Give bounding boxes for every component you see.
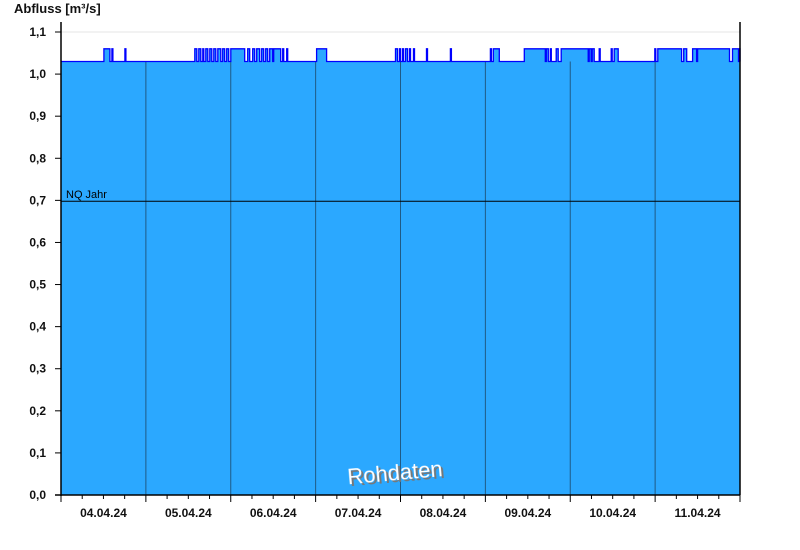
- y-tick-label: 0,9: [29, 109, 46, 123]
- y-tick-label: 0,5: [29, 278, 46, 292]
- y-tick-label: 0,4: [29, 320, 46, 334]
- y-axis-title: Abfluss [m³/s]: [14, 1, 101, 16]
- reference-line-label: NQ Jahr: [66, 189, 107, 201]
- series-line: [61, 48, 741, 63]
- x-tick-label: 08.04.24: [420, 506, 467, 520]
- x-tick-label: 05.04.24: [165, 506, 212, 520]
- x-tick-label: 09.04.24: [504, 506, 551, 520]
- x-tick-label: 11.04.24: [675, 506, 721, 520]
- y-tick-label: 1,0: [29, 67, 46, 81]
- x-tick-label: 06.04.24: [250, 506, 297, 520]
- x-tick-label: 07.04.24: [335, 506, 382, 520]
- x-tick-label: 10.04.24: [589, 506, 636, 520]
- y-tick-label: 0,8: [29, 151, 46, 165]
- x-tick-label: 04.04.24: [80, 506, 127, 520]
- y-tick-label: 0,0: [29, 488, 46, 502]
- y-tick-label: 1,1: [29, 25, 46, 39]
- y-tick-label: 0,3: [29, 362, 46, 376]
- y-tick-label: 0,6: [29, 235, 46, 249]
- y-tick-label: 0,1: [29, 446, 46, 460]
- y-tick-label: 0,2: [29, 404, 46, 418]
- y-tick-label: 0,7: [29, 193, 46, 207]
